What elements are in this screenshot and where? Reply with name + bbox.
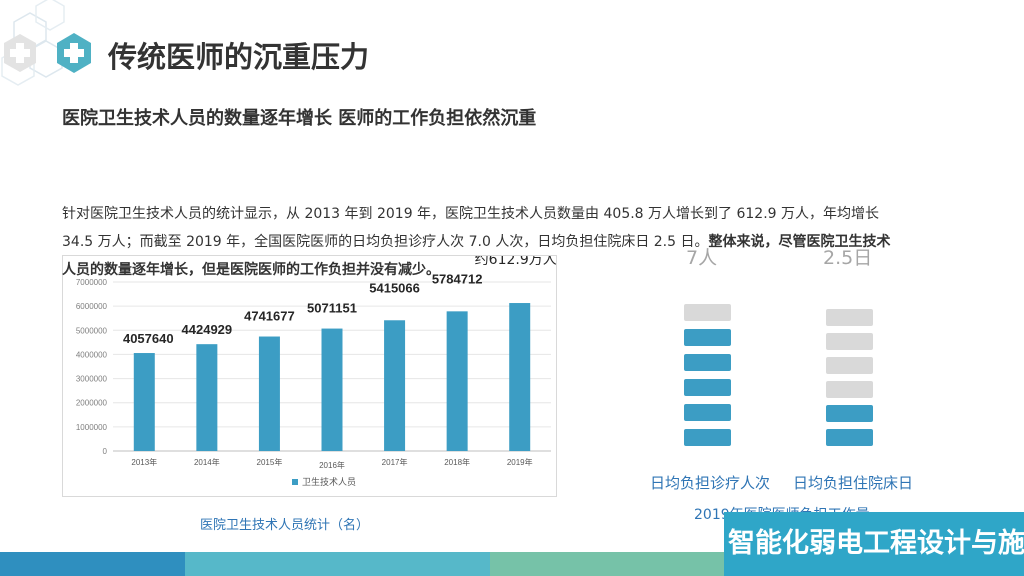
workload-block	[826, 333, 873, 350]
summary-paragraph: 针对医院卫生技术人员的统计显示，从 2013 年到 2019 年，医院卫生技术人…	[62, 200, 942, 284]
data-label: 4057640	[123, 331, 174, 346]
workload-block	[826, 429, 873, 446]
annotation-label: 约612.9万人	[475, 256, 556, 268]
x-tick-label: 2019年	[507, 457, 533, 467]
cross-icon-gray	[4, 34, 36, 72]
page-title: 传统医师的沉重压力	[108, 40, 370, 74]
x-tick-label: 2017年	[382, 457, 408, 467]
bar	[446, 311, 468, 451]
x-tick-label: 2015年	[257, 457, 283, 467]
bar	[321, 328, 343, 451]
y-tick-label: 2000000	[76, 399, 108, 408]
summary-line-3-bold: 人员的数量逐年增长，但是医院医师的工作负担并没有减少。	[62, 262, 440, 278]
chart-panel: 0 1000000 2000000 3000000 4000000 5000000 6000…	[62, 252, 557, 497]
y-tick-label: 4000000	[76, 350, 108, 359]
summary-line-1: 针对医院卫生技术人员的统计显示，从 2013 年到 2019 年，医院卫生技术人…	[62, 206, 880, 222]
summary-line-2: 34.5 万人；而截至 2019 年，全国医院医师的日均负担诊疗人次 7.0 人…	[62, 234, 709, 250]
workload-block	[684, 329, 731, 346]
chart-caption: 医院卫生技术人员统计（名）	[200, 518, 370, 533]
data-label: 5784712	[432, 271, 483, 286]
workload-block	[684, 354, 731, 371]
bar	[196, 344, 218, 451]
bed-block-stack	[826, 309, 873, 446]
clinic-value: 7人	[686, 247, 718, 269]
watermark-banner: 智能化弱电工程设计与施工	[724, 512, 1024, 576]
bar	[258, 336, 280, 451]
page-subtitle: 医院卫生技术人员的数量逐年增长 医师的工作负担依然沉重	[62, 108, 537, 129]
y-tick-label: 1000000	[76, 423, 108, 432]
workload-block	[826, 309, 873, 326]
x-tick-label: 2016年	[319, 460, 345, 470]
legend-label: 卫生技术人员	[302, 476, 356, 488]
data-label: 4424929	[182, 322, 233, 337]
y-tick-label: 5000000	[76, 326, 108, 335]
summary-line-2-bold: 整体来说，尽管医院卫生技术	[708, 234, 891, 250]
workload-block	[826, 357, 873, 374]
bed-value: 2.5日	[823, 247, 873, 269]
workload-block	[826, 381, 873, 398]
clinic-label: 日均负担诊疗人次	[650, 474, 771, 492]
y-tick-label: 3000000	[76, 375, 108, 384]
y-tick-label: 6000000	[76, 302, 108, 311]
y-tick-label: 7000000	[76, 278, 108, 287]
data-label: 5415066	[369, 280, 420, 295]
bed-label: 日均负担住院床日	[793, 474, 914, 492]
workload-block	[684, 429, 731, 446]
legend-swatch	[292, 479, 298, 485]
workload-block	[826, 405, 873, 422]
y-tick-label: 0	[103, 447, 108, 456]
bar-chart: 0 1000000 2000000 3000000 4000000 5000000 6000…	[76, 252, 557, 488]
bar	[509, 303, 531, 451]
clinic-block-stack	[684, 304, 731, 446]
x-tick-label: 2014年	[194, 457, 220, 467]
workload-block	[684, 379, 731, 396]
x-tick-label: 2018年	[444, 457, 470, 467]
data-label: 5071151	[307, 301, 357, 316]
bar	[133, 353, 155, 451]
cross-icon	[57, 33, 91, 73]
data-label: 4741677	[244, 309, 295, 324]
workload-block	[684, 404, 731, 421]
x-tick-label: 2013年	[131, 457, 157, 467]
bar	[384, 320, 406, 451]
workload-block	[684, 304, 731, 321]
